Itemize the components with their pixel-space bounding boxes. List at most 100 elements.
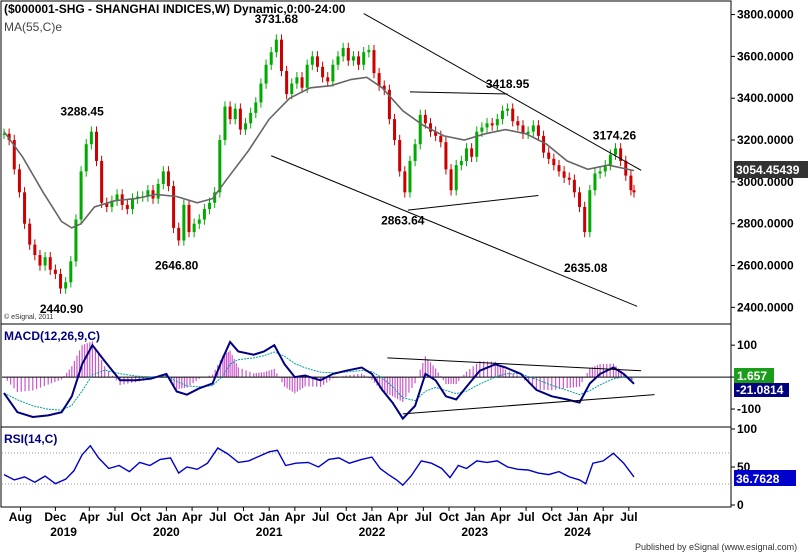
candle-body <box>79 171 83 220</box>
candle-body <box>100 160 104 203</box>
macd-value-label: 1.657 <box>737 369 767 383</box>
price-trend-line <box>363 13 642 171</box>
candle-body <box>593 173 597 191</box>
candle-body <box>444 142 448 170</box>
candle-body <box>264 64 268 84</box>
candle-body <box>495 119 499 126</box>
candle-body <box>464 148 468 161</box>
x-month-label: Jul <box>415 510 432 524</box>
candle-body <box>269 52 273 65</box>
candle-body <box>516 121 520 126</box>
x-month-label: Apr <box>490 510 511 524</box>
price-tick-label: 3400.0000 <box>737 91 794 105</box>
candle-body <box>367 50 371 53</box>
x-month-label: Oct <box>439 510 459 524</box>
candle-body <box>382 85 386 90</box>
candle-body <box>521 125 525 134</box>
candle-body <box>161 171 165 184</box>
candle-body <box>506 108 510 111</box>
candle-body <box>454 165 458 191</box>
candle-body <box>608 154 612 166</box>
candle-body <box>238 108 242 130</box>
macd-signal-box <box>734 383 789 397</box>
macd-tick-label: -100 <box>737 402 761 416</box>
candle-body <box>485 123 489 128</box>
x-month-label: Apr <box>182 510 203 524</box>
copyright-label: © eSignal, 2011 <box>4 313 54 321</box>
candle-body <box>475 131 479 157</box>
x-month-label: Jan <box>156 510 177 524</box>
macd-line <box>3 340 635 421</box>
x-month-label: Jan <box>464 510 485 524</box>
x-month-label: Jul <box>620 510 637 524</box>
footer-text: Published by eSignal (www.esignal.com) <box>635 542 797 552</box>
x-year-label: 2023 <box>461 525 488 539</box>
candle-body <box>172 186 176 228</box>
candle-body <box>393 119 397 141</box>
candle-body <box>115 194 119 201</box>
price-value-box <box>734 161 808 178</box>
x-month-label: Jan <box>362 510 383 524</box>
candle-body <box>249 112 253 124</box>
candle-body <box>398 140 402 172</box>
x-year-label: 2024 <box>564 525 591 539</box>
candle-body <box>64 282 68 289</box>
candle-body <box>197 219 201 224</box>
candle-body <box>408 160 412 193</box>
x-month-label: Apr <box>387 510 408 524</box>
candle-body <box>310 56 314 65</box>
price-tick-label: 3600.0000 <box>737 49 794 63</box>
candle-body <box>557 165 561 172</box>
candle-body <box>12 140 16 170</box>
candle-body <box>192 223 196 233</box>
candle-body <box>130 198 134 210</box>
candle-body <box>89 131 93 145</box>
ma-indicator-label: MA(55,C)e <box>4 20 62 34</box>
candle-body <box>619 148 623 161</box>
candle-body <box>603 165 607 172</box>
candle-body <box>326 77 330 82</box>
candle-body <box>588 190 592 233</box>
price-trend-line <box>409 91 508 95</box>
x-month-label: Jul <box>312 510 329 524</box>
x-year-label: 2020 <box>153 525 180 539</box>
rsi-tick-label: 100 <box>737 422 757 436</box>
rsi-line <box>3 444 635 487</box>
macd-label: MACD(12,26,9,C) <box>4 329 100 343</box>
macd-tick-label: 100 <box>737 338 757 352</box>
x-month-label: Aug <box>9 510 32 524</box>
candle-body <box>187 204 191 233</box>
candle-body <box>295 77 299 84</box>
candle-body <box>94 131 98 161</box>
candle-body <box>480 127 484 132</box>
candle-body <box>423 114 427 124</box>
x-year-label: 2021 <box>256 525 283 539</box>
candle-body <box>526 131 530 134</box>
candle-body <box>2 133 6 135</box>
x-month-label: Jan <box>259 510 280 524</box>
candle-body <box>259 83 263 103</box>
candle-body <box>357 56 361 65</box>
x-month-label: Dec <box>44 510 66 524</box>
candle-body <box>578 192 582 207</box>
candle-body <box>632 190 636 193</box>
candle-body <box>43 257 47 266</box>
price-annotation: 2646.80 <box>155 259 199 273</box>
candle-body <box>403 171 407 193</box>
price-tick-label: 2600.0000 <box>737 259 794 273</box>
macd-trend-line <box>387 357 642 372</box>
rsi-tick-label: 0 <box>737 498 744 512</box>
candle-body <box>572 179 576 193</box>
candle-body <box>254 102 258 113</box>
candle-body <box>377 73 381 86</box>
candle-body <box>208 202 212 210</box>
x-month-label: Jan <box>567 510 588 524</box>
rsi-marks <box>3 444 635 487</box>
candle-body <box>156 183 160 199</box>
candle-body <box>182 204 186 241</box>
candle-body <box>418 114 422 145</box>
price-annotation: 2440.90 <box>40 302 84 316</box>
candle-body <box>449 169 453 191</box>
price-annotation: 2863.64 <box>381 213 425 227</box>
